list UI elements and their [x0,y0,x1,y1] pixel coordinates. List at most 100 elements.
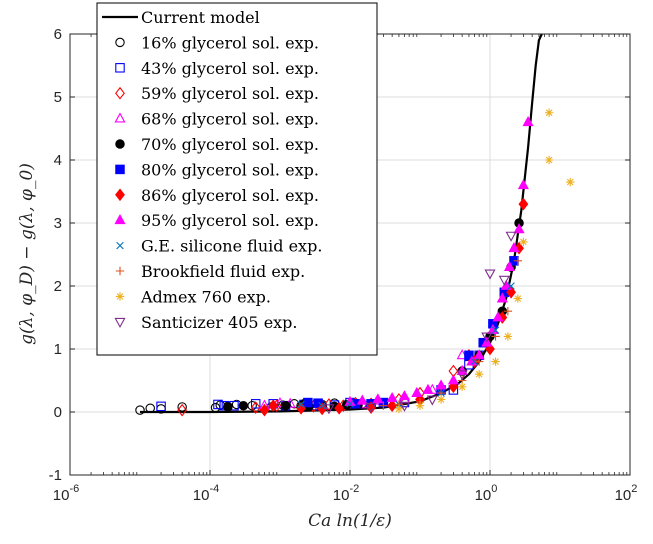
data-point [135,405,145,415]
legend-swatch [115,188,125,202]
data-point [379,401,388,410]
data-point [426,395,438,406]
data-point [398,401,411,412]
y-tick-label: 3 [54,215,62,232]
y-tick-label: 5 [54,89,62,106]
data-point [457,382,467,391]
data-point [474,370,484,379]
data-point [507,282,515,290]
data-point [303,397,313,408]
data-points [135,108,575,417]
y-axis-title: g(λ, φ_D) − g(λ, φ_0) [17,163,37,345]
data-point [411,386,423,398]
data-point [386,391,398,403]
legend-label: 43% glycerol sol. exp. [141,59,319,78]
legend-swatch [114,214,126,225]
legend: Current model 16% glycerol sol. exp. 43% g… [96,2,378,356]
data-point [481,332,493,343]
legend-label: Brookfield fluid exp. [141,262,305,281]
data-point [394,404,404,414]
x-axis-title: Ca ln(1/ε) [308,511,392,531]
data-point [398,390,411,401]
x-tick-label: 10-4 [193,483,219,504]
legend-label: 80% glycerol sol. exp. [141,160,319,179]
legend-swatch [114,317,126,328]
data-point [464,350,474,361]
data-point [387,399,398,413]
y-tick-label: 2 [54,278,62,295]
data-point [500,279,512,290]
data-point [474,357,484,366]
data-point [156,401,166,412]
data-point [447,374,459,385]
legend-swatch [115,139,125,149]
legend-box [96,2,378,356]
data-point [484,269,496,280]
legend-label: 68% glycerol sol. exp. [141,110,319,129]
legend-swatch [114,112,126,123]
data-point [318,401,326,410]
data-point [508,242,520,253]
data-point [491,332,500,341]
legend-swatch [116,241,124,250]
data-point [415,401,425,410]
data-point [372,393,384,404]
data-point [436,395,446,404]
data-point [503,260,516,272]
data-point [238,400,249,411]
data-point [213,399,223,410]
x-tick-label: 10-2 [333,483,359,504]
data-point [491,326,500,334]
data-point [296,401,306,415]
x-tick-label: 100 [475,483,498,504]
data-point [513,256,523,265]
data-point [503,332,513,341]
data-point [268,399,279,413]
data-point [498,275,510,286]
data-point [356,394,368,405]
data-point [456,364,468,375]
data-point [346,400,354,408]
data-point [280,400,291,411]
data-point [177,403,188,417]
y-tick-label: 6 [54,26,62,43]
data-point [250,401,261,414]
data-point [145,403,155,413]
data-point [519,237,528,247]
legend-label: 86% glycerol sol. exp. [141,186,319,205]
data-point [503,307,513,316]
data-point [223,402,233,412]
data-point [334,401,345,415]
data-point [365,403,377,414]
legend-label: 59% glycerol sol. exp. [141,84,319,103]
data-point [259,403,270,417]
y-tick-label: -1 [49,467,62,484]
data-point [513,223,525,234]
legend-swatch [115,266,125,276]
legend-swatch [115,37,125,48]
legend-label: Admex 760 exp. [140,287,271,306]
y-tick-label: 0 [54,404,62,421]
data-point [470,357,479,366]
legend-swatch [115,63,125,73]
legend-swatch [115,164,125,175]
data-point [177,402,187,412]
legend-label: Current model [141,8,260,27]
data-point [522,116,534,127]
x-tick-label: 102 [615,483,638,504]
legend-swatch [115,86,125,100]
data-point [544,108,554,117]
legend-label: 16% glycerol sol. exp. [141,33,319,52]
legend-swatch [115,292,125,301]
legend-label: 70% glycerol sol. exp. [141,135,319,154]
data-point [422,383,434,394]
data-point [250,399,261,409]
y-tick-label: 1 [54,341,62,358]
x-tick-label: 10-6 [53,483,79,504]
data-point [513,294,523,303]
y-tick-label: 4 [54,152,62,169]
data-point [496,292,508,303]
data-point [505,231,517,242]
data-point [544,155,554,165]
